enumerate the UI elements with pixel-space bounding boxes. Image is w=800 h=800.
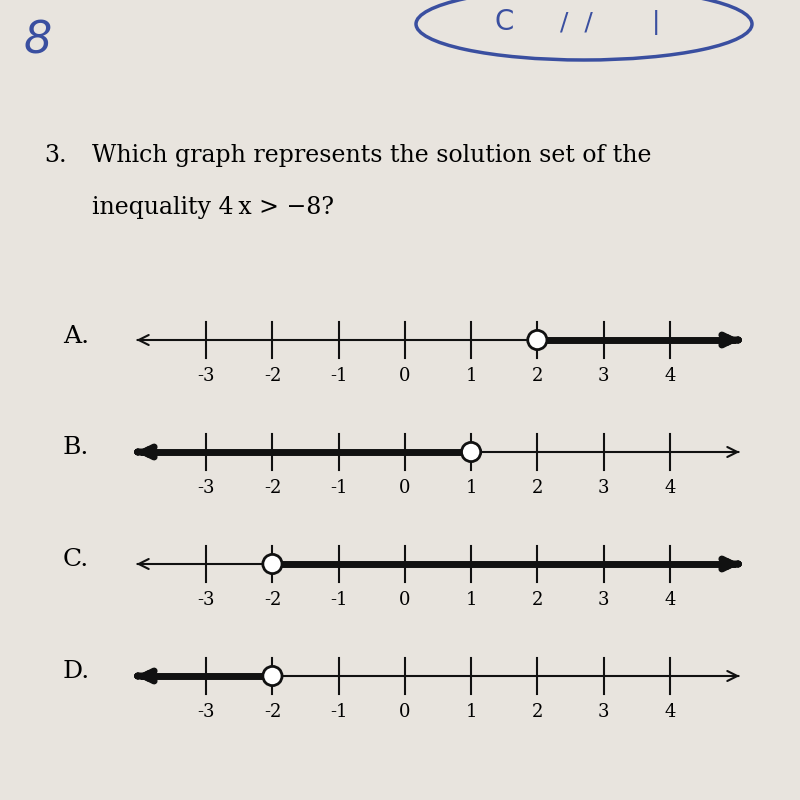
Text: 3: 3 [598,703,610,722]
Text: Which graph represents the solution set of the: Which graph represents the solution set … [92,144,651,167]
Text: 4: 4 [664,703,675,722]
Text: -3: -3 [198,703,215,722]
Text: 2: 2 [532,367,543,386]
Text: -2: -2 [264,479,281,498]
Circle shape [263,666,282,686]
Text: 1: 1 [466,479,477,498]
Circle shape [263,554,282,574]
Text: 4: 4 [664,591,675,610]
Text: 3: 3 [598,591,610,610]
Text: 0: 0 [399,703,410,722]
Text: 2: 2 [532,591,543,610]
Text: 2: 2 [532,479,543,498]
Text: -2: -2 [264,703,281,722]
Text: -1: -1 [330,479,347,498]
Text: -3: -3 [198,591,215,610]
Text: -3: -3 [198,367,215,386]
Text: 4: 4 [664,479,675,498]
Text: -1: -1 [330,591,347,610]
Text: 0: 0 [399,591,410,610]
Text: -2: -2 [264,591,281,610]
Text: 3: 3 [598,367,610,386]
Text: -3: -3 [198,479,215,498]
Text: 0: 0 [399,367,410,386]
Text: -1: -1 [330,703,347,722]
Circle shape [528,330,547,350]
Text: inequality 4 x > −8?: inequality 4 x > −8? [92,196,334,219]
Text: 1: 1 [466,591,477,610]
Text: 3.: 3. [44,144,66,167]
Text: D.: D. [62,661,90,683]
Text: 2: 2 [532,703,543,722]
Text: 0: 0 [399,479,410,498]
Text: A.: A. [63,325,89,347]
Text: |: | [652,10,660,35]
Text: 1: 1 [466,703,477,722]
Text: C.: C. [63,549,89,571]
Text: 3: 3 [598,479,610,498]
Text: B.: B. [63,437,89,459]
Text: 4: 4 [664,367,675,386]
Text: -1: -1 [330,367,347,386]
Text: C: C [494,8,514,36]
Text: 1: 1 [466,367,477,386]
Text: /  /: / / [560,10,592,34]
Text: -2: -2 [264,367,281,386]
Circle shape [462,442,481,462]
Text: 8: 8 [24,20,52,63]
